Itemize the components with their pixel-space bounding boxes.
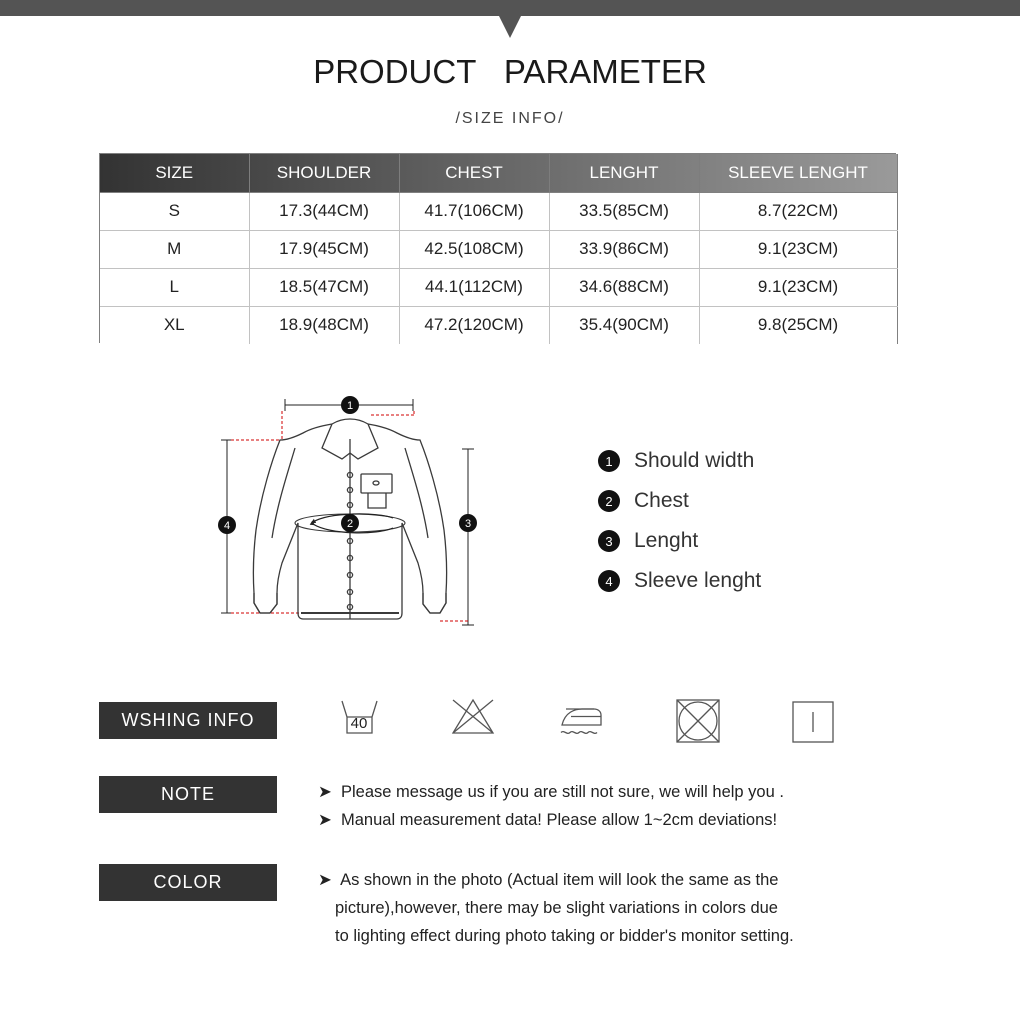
svg-text:1: 1 — [347, 400, 353, 412]
svg-text:2: 2 — [347, 518, 353, 530]
svg-text:40: 40 — [351, 715, 368, 732]
svg-text:3: 3 — [465, 518, 471, 530]
svg-text:4: 4 — [224, 520, 230, 532]
